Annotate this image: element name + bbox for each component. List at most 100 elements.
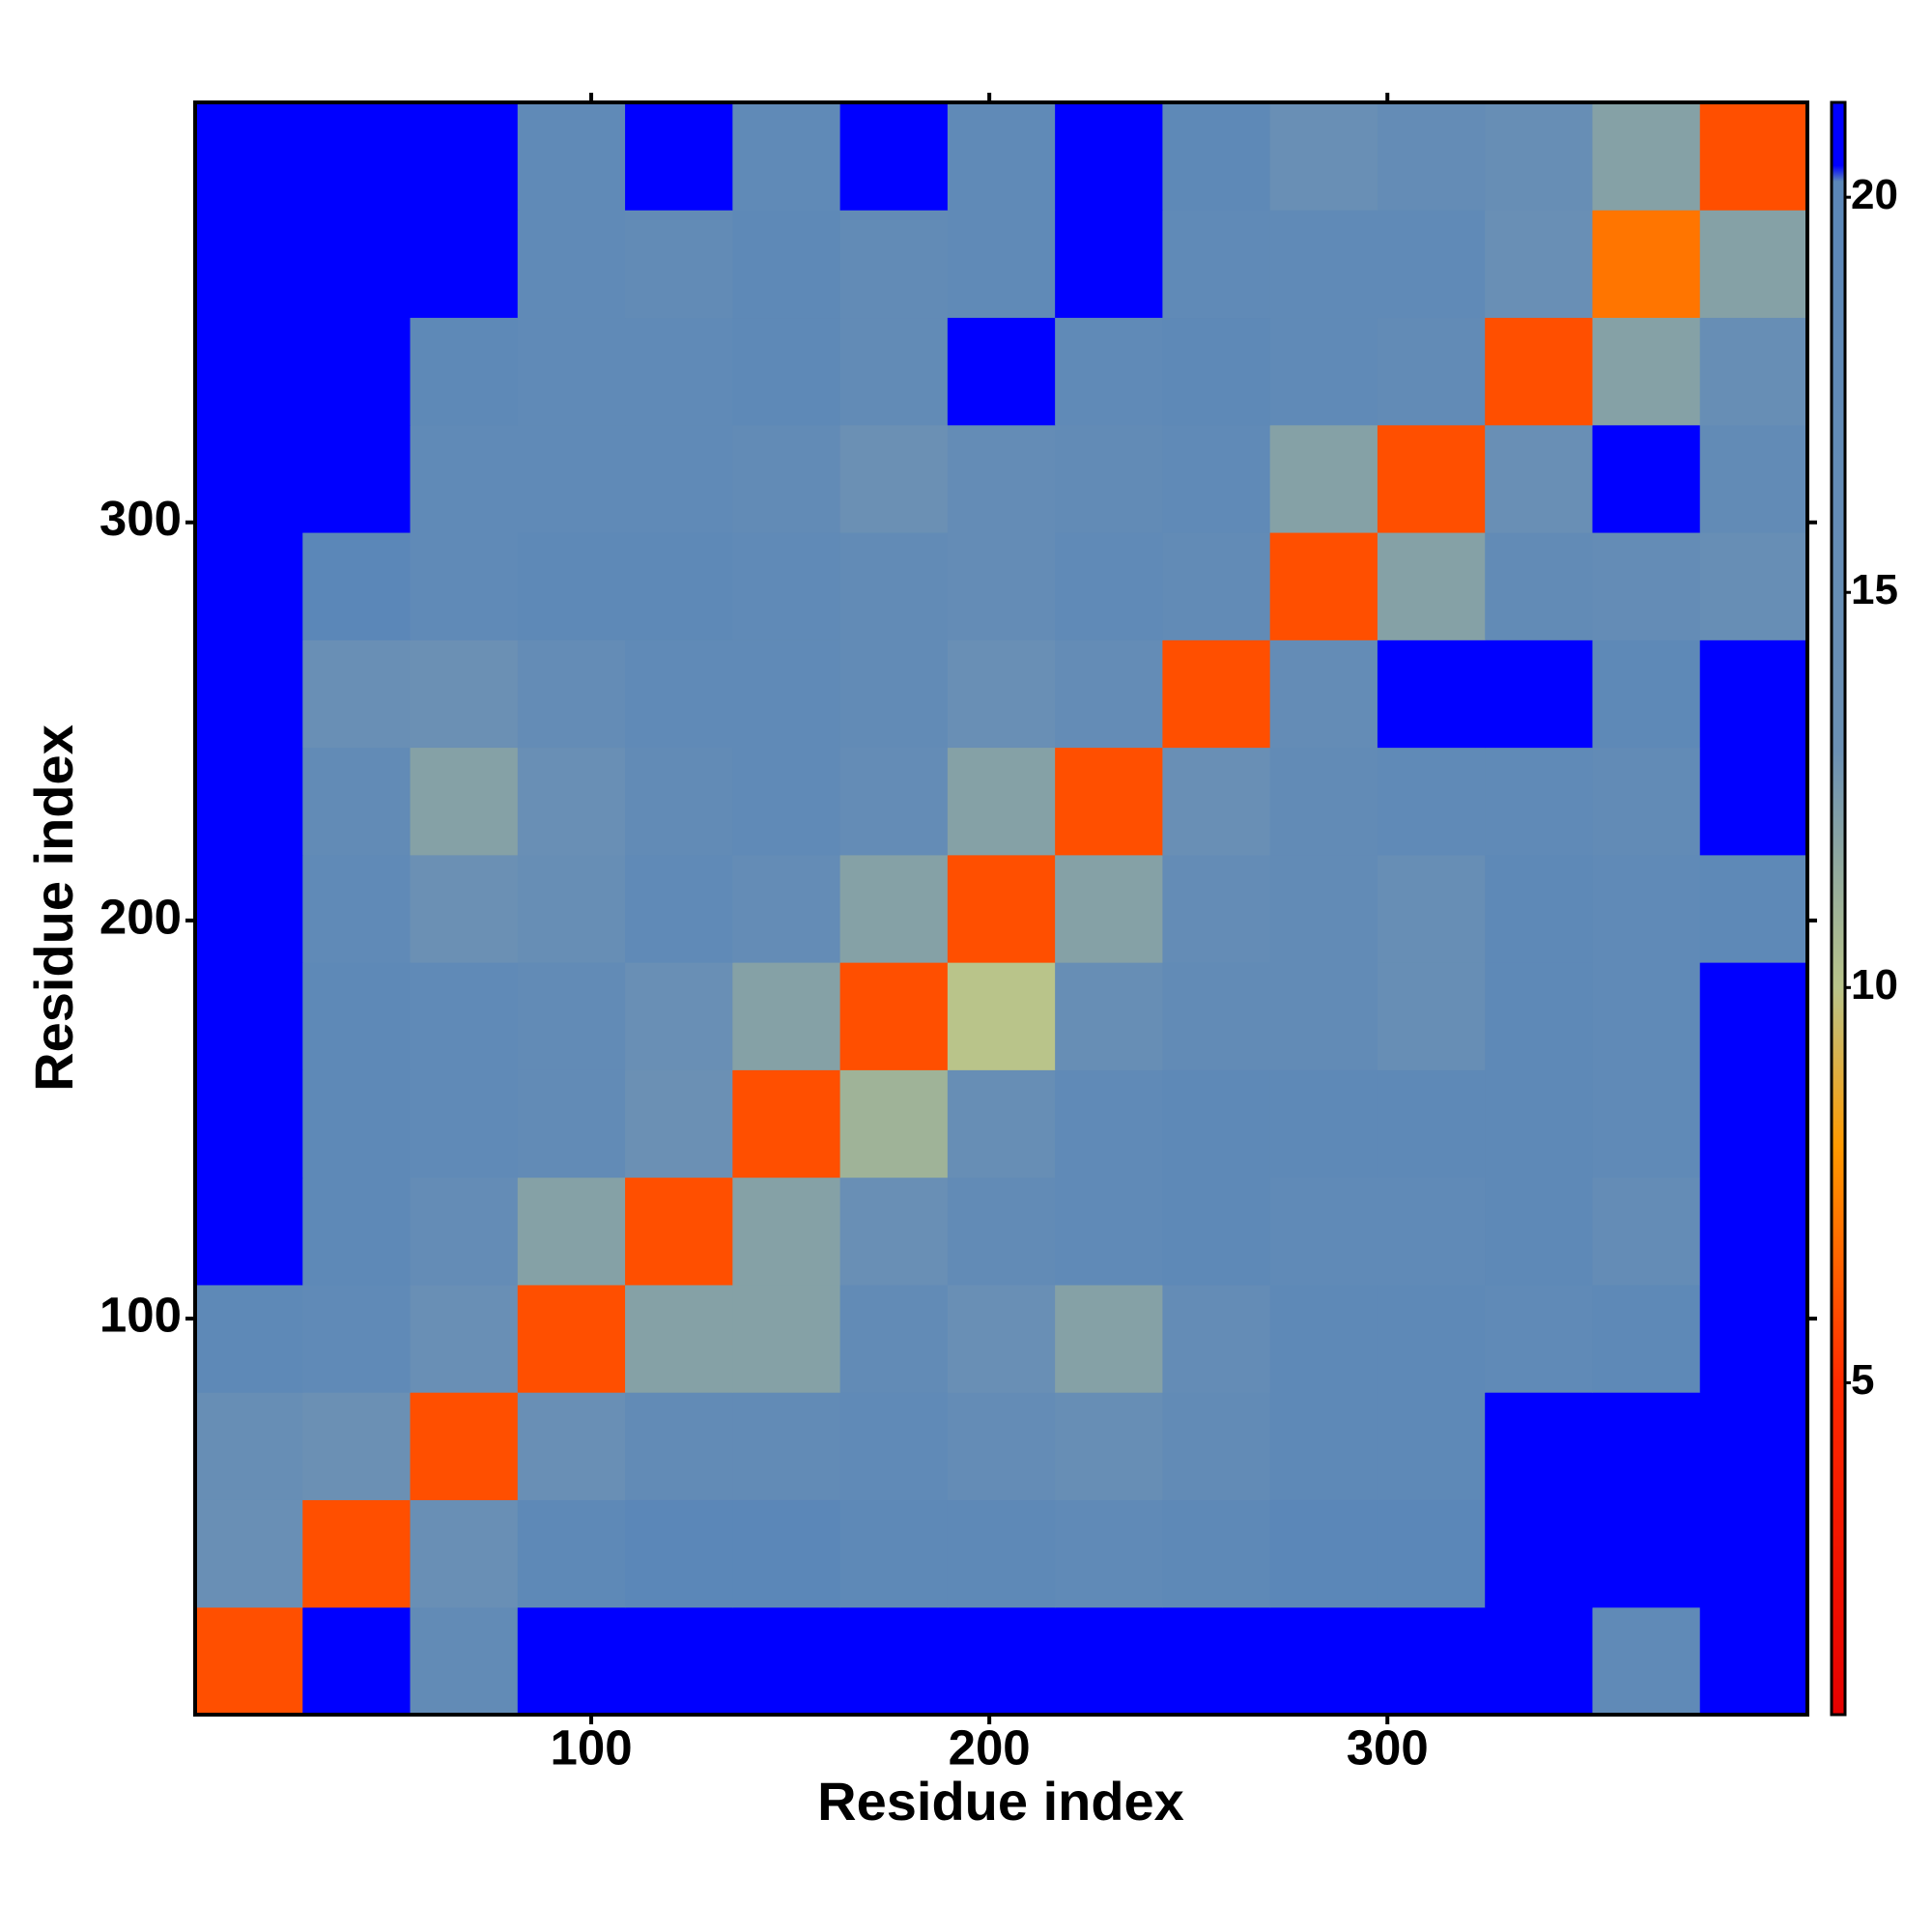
heatmap-cell [410, 532, 519, 640]
heatmap-cell [947, 854, 1056, 963]
heatmap-cell [947, 317, 1056, 426]
heatmap-cell [1485, 1606, 1593, 1716]
heatmap-cell [302, 317, 412, 426]
heatmap-cell [1162, 1392, 1271, 1500]
colorbar [1830, 100, 1847, 1717]
heatmap-cell [1592, 747, 1701, 856]
colorbar-tick-label: 10 [1851, 961, 1898, 1009]
heatmap-cell [1592, 1606, 1701, 1716]
heatmap-cell [517, 102, 626, 211]
heatmap-cell [1055, 532, 1163, 640]
heatmap-cell [1055, 317, 1163, 426]
colorbar-tick-label: 20 [1851, 171, 1898, 218]
heatmap-cell [625, 1392, 733, 1500]
heatmap-cell [195, 532, 303, 640]
heatmap-cell [1377, 424, 1486, 533]
heatmap-cell [947, 1069, 1056, 1179]
heatmap-cell [517, 532, 626, 640]
heatmap-cell [1377, 1284, 1486, 1393]
heatmap-cell [625, 102, 733, 211]
heatmap-cell [1162, 854, 1271, 963]
heatmap-cell [1699, 1069, 1808, 1179]
heatmap-cell [1055, 102, 1163, 211]
x-tick-label: 100 [550, 1719, 632, 1775]
heatmap-cell [1377, 1392, 1486, 1500]
heatmap-cell [732, 639, 841, 749]
heatmap-cell [1699, 1606, 1808, 1716]
heatmap-cell [302, 102, 412, 211]
heatmap-cell [1055, 1499, 1163, 1608]
heatmap-cell [1377, 962, 1486, 1070]
heatmap-cell [839, 1499, 949, 1608]
heatmap-cell [302, 532, 412, 640]
heatmap-cell [947, 1499, 1056, 1608]
heatmap-cell [839, 747, 949, 856]
heatmap-cell [839, 1392, 949, 1500]
heatmap-cell [1162, 1499, 1271, 1608]
heatmap-cell [839, 639, 949, 749]
heatmap-cell [1485, 1499, 1593, 1608]
heatmap-cell [302, 1392, 412, 1500]
heatmap-cell [1699, 962, 1808, 1070]
heatmap-cell [839, 532, 949, 640]
heatmap-cell [732, 210, 841, 319]
heatmap-cell [732, 1392, 841, 1500]
heatmap-cell [839, 1284, 949, 1393]
heatmap-cell [195, 854, 303, 963]
y-axis-title: Residue index [23, 724, 84, 1092]
heatmap-cell [302, 962, 412, 1070]
heatmap-cell [517, 854, 626, 963]
heatmap-cell [1485, 317, 1593, 426]
heatmap-cell [839, 102, 949, 211]
heatmap-cell [1055, 1392, 1163, 1500]
heatmap-cell [195, 1177, 303, 1286]
heatmap-cell [839, 424, 949, 533]
heatmap-cell [1269, 1392, 1378, 1500]
heatmap-cell [625, 639, 733, 749]
heatmap-cell [410, 210, 519, 319]
heatmap-cell [410, 1606, 519, 1716]
heatmap-cell [410, 1499, 519, 1608]
heatmap-cell [195, 1499, 303, 1608]
heatmap-cell [1699, 1499, 1808, 1608]
heatmap-cell [1699, 639, 1808, 749]
heatmap-cell [1055, 639, 1163, 749]
heatmap-cell [947, 1606, 1056, 1716]
heatmap-cell [947, 1284, 1056, 1393]
heatmap-cell [1485, 210, 1593, 319]
y-tick-label: 100 [99, 1287, 182, 1342]
heatmap-cell [1592, 424, 1701, 533]
heatmap-cell [1699, 747, 1808, 856]
heatmap-cell [410, 639, 519, 749]
heatmap-cell [517, 1392, 626, 1500]
heatmap-cell [1377, 210, 1486, 319]
heatmap-cell [1055, 1606, 1163, 1716]
heatmap-cell [410, 424, 519, 533]
heatmap-cell [1055, 424, 1163, 533]
heatmap-cell [732, 1284, 841, 1393]
heatmap-cell [1269, 424, 1378, 533]
heatmap-cell [1377, 1499, 1486, 1608]
heatmap-cell [1699, 854, 1808, 963]
heatmap-cell [1592, 1177, 1701, 1286]
heatmap-cell [625, 317, 733, 426]
heatmap-cell [625, 1177, 733, 1286]
heatmap-cell [1592, 962, 1701, 1070]
heatmap-cell [1162, 210, 1271, 319]
heatmap-cell [1055, 1284, 1163, 1393]
heatmap-cell [195, 747, 303, 856]
heatmap-cell [1485, 102, 1593, 211]
heatmap-cell [517, 424, 626, 533]
heatmap-cell [1269, 1606, 1378, 1716]
heatmap-cell [195, 424, 303, 533]
heatmap-cell [1377, 747, 1486, 856]
colorbar-tick-label: 5 [1851, 1356, 1874, 1404]
x-tick-label: 200 [949, 1719, 1031, 1775]
heatmap-cell [839, 317, 949, 426]
heatmap-cell [1377, 1177, 1486, 1286]
heatmap-cell [1699, 532, 1808, 640]
heatmap-cell [732, 102, 841, 211]
heatmap-cell [1485, 1392, 1593, 1500]
heatmap-cell [1699, 317, 1808, 426]
heatmap-cell [1592, 639, 1701, 749]
